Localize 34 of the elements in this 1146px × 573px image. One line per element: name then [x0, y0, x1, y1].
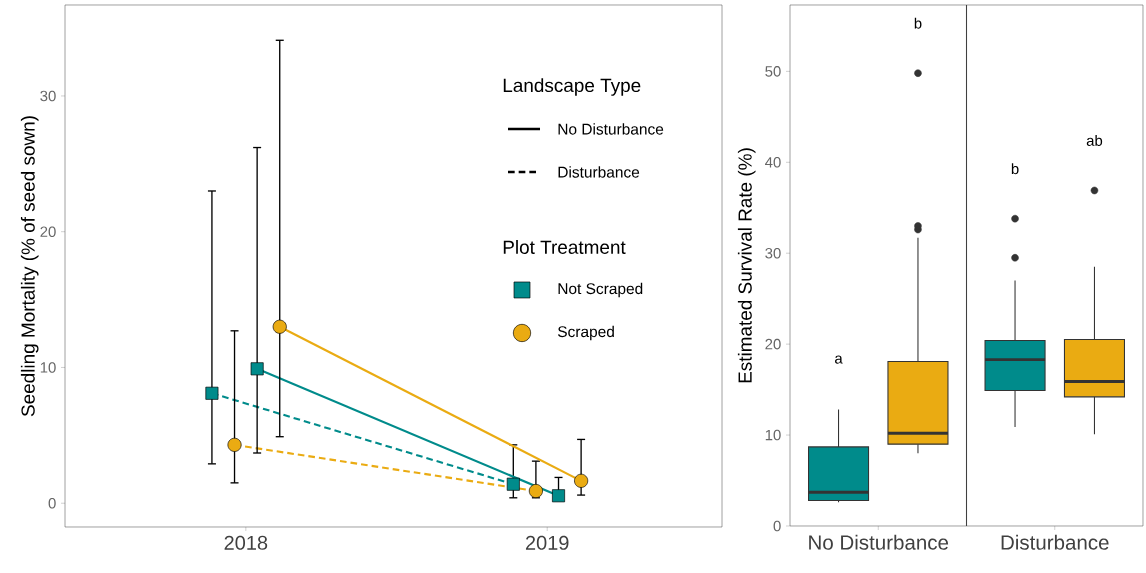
legend-title: Landscape Type [503, 78, 641, 96]
point [552, 489, 565, 503]
point [506, 477, 520, 491]
annotation: ab [1086, 135, 1103, 146]
annotation: b [914, 17, 922, 29]
point [272, 319, 287, 334]
point [528, 484, 543, 499]
annotation: No Disturbance [558, 123, 664, 135]
y-tick-label: 0 [773, 520, 781, 532]
point [205, 386, 219, 400]
annotation: Not Scraped [558, 282, 643, 298]
annotation: b [1011, 163, 1019, 175]
y-axis-title: Seedling Mortality (% of seed sown) [20, 116, 39, 417]
annotation: a [835, 355, 843, 364]
y-tick-label: 0 [48, 497, 56, 509]
x-tick-label: 2019 [525, 535, 569, 550]
point [574, 473, 589, 488]
y-tick-label: 20 [40, 226, 56, 237]
point [250, 362, 264, 376]
x-tick-label: Disturbance [1001, 534, 1109, 550]
y-tick-label: 10 [765, 429, 781, 441]
y-tick-label: 20 [765, 338, 781, 350]
y-tick-label: 50 [765, 66, 781, 77]
y-tick-label: 10 [40, 362, 56, 373]
y-tick-label: 40 [765, 157, 781, 168]
y-tick-label: 30 [40, 90, 56, 102]
y-tick-label: 30 [765, 247, 781, 259]
x-tick-label: No Disturbance [809, 534, 949, 550]
annotation: Scraped [557, 325, 614, 341]
annotation: Disturbance [558, 166, 640, 178]
point [227, 437, 242, 452]
y-axis-title: Estimated Survival Rate (%) [737, 148, 756, 383]
annotation: Plot Treatment [503, 240, 626, 254]
x-tick-label: 2018 [224, 535, 268, 550]
